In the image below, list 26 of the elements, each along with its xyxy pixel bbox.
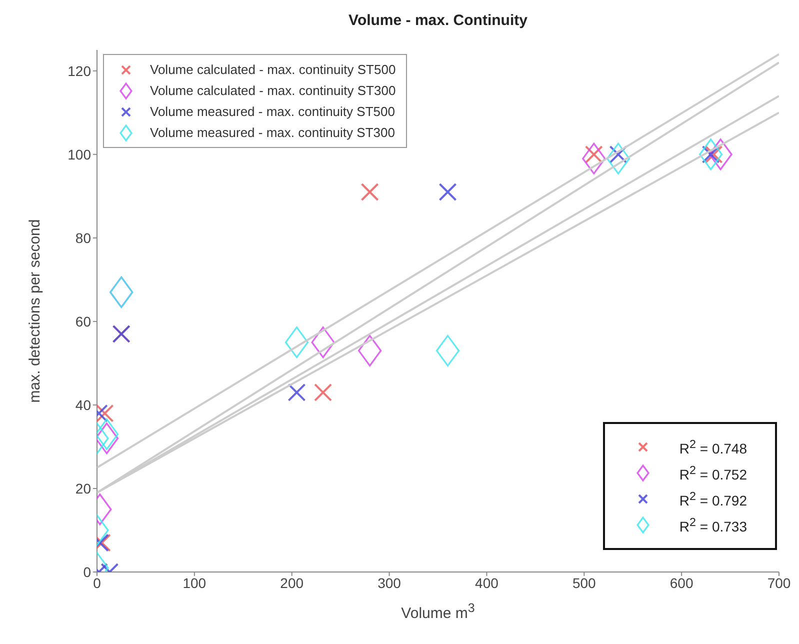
annotation: R$^{2}$ = 0.733 [679, 516, 747, 534]
legend-label: Volume calculated - max. continuity ST500 [150, 62, 396, 77]
y-tick-label: 20 [75, 480, 92, 496]
x-tick-label: 200 [280, 574, 304, 591]
x-tick-label: 0 [93, 574, 102, 591]
x-axis-title: Volume m$^{3}$ [400, 601, 476, 622]
y-tick-label: 0 [83, 564, 92, 580]
annotation: R$^{2}$ = 0.748 [679, 438, 747, 456]
x-tick-label: 100 [182, 574, 206, 591]
legend-label: Volume measured - max. continuity ST500 [150, 104, 395, 119]
x-tick-label: 400 [475, 574, 499, 591]
y-tick-label: 80 [75, 230, 92, 246]
x-tick-label: 700 [767, 574, 791, 591]
y-tick-label: 60 [75, 313, 92, 330]
legend-label: Volume calculated - max. continuity ST300 [150, 83, 396, 98]
y-axis-title: max. detections per second [26, 219, 44, 403]
legend-label: Volume measured - max. continuity ST300 [150, 125, 395, 140]
y-tick-label: 120 [68, 62, 92, 79]
chart-title: Volume - max. Continuity [348, 12, 528, 29]
x-tick-label: 600 [670, 574, 694, 591]
annotation: R$^{2}$ = 0.792 [679, 490, 747, 508]
y-tick-label: 100 [68, 146, 92, 162]
y-tick-label: 40 [75, 396, 92, 413]
x-tick-label: 500 [572, 574, 596, 591]
annotation: R$^{2}$ = 0.752 [679, 464, 747, 482]
x-tick-label: 300 [378, 574, 402, 591]
